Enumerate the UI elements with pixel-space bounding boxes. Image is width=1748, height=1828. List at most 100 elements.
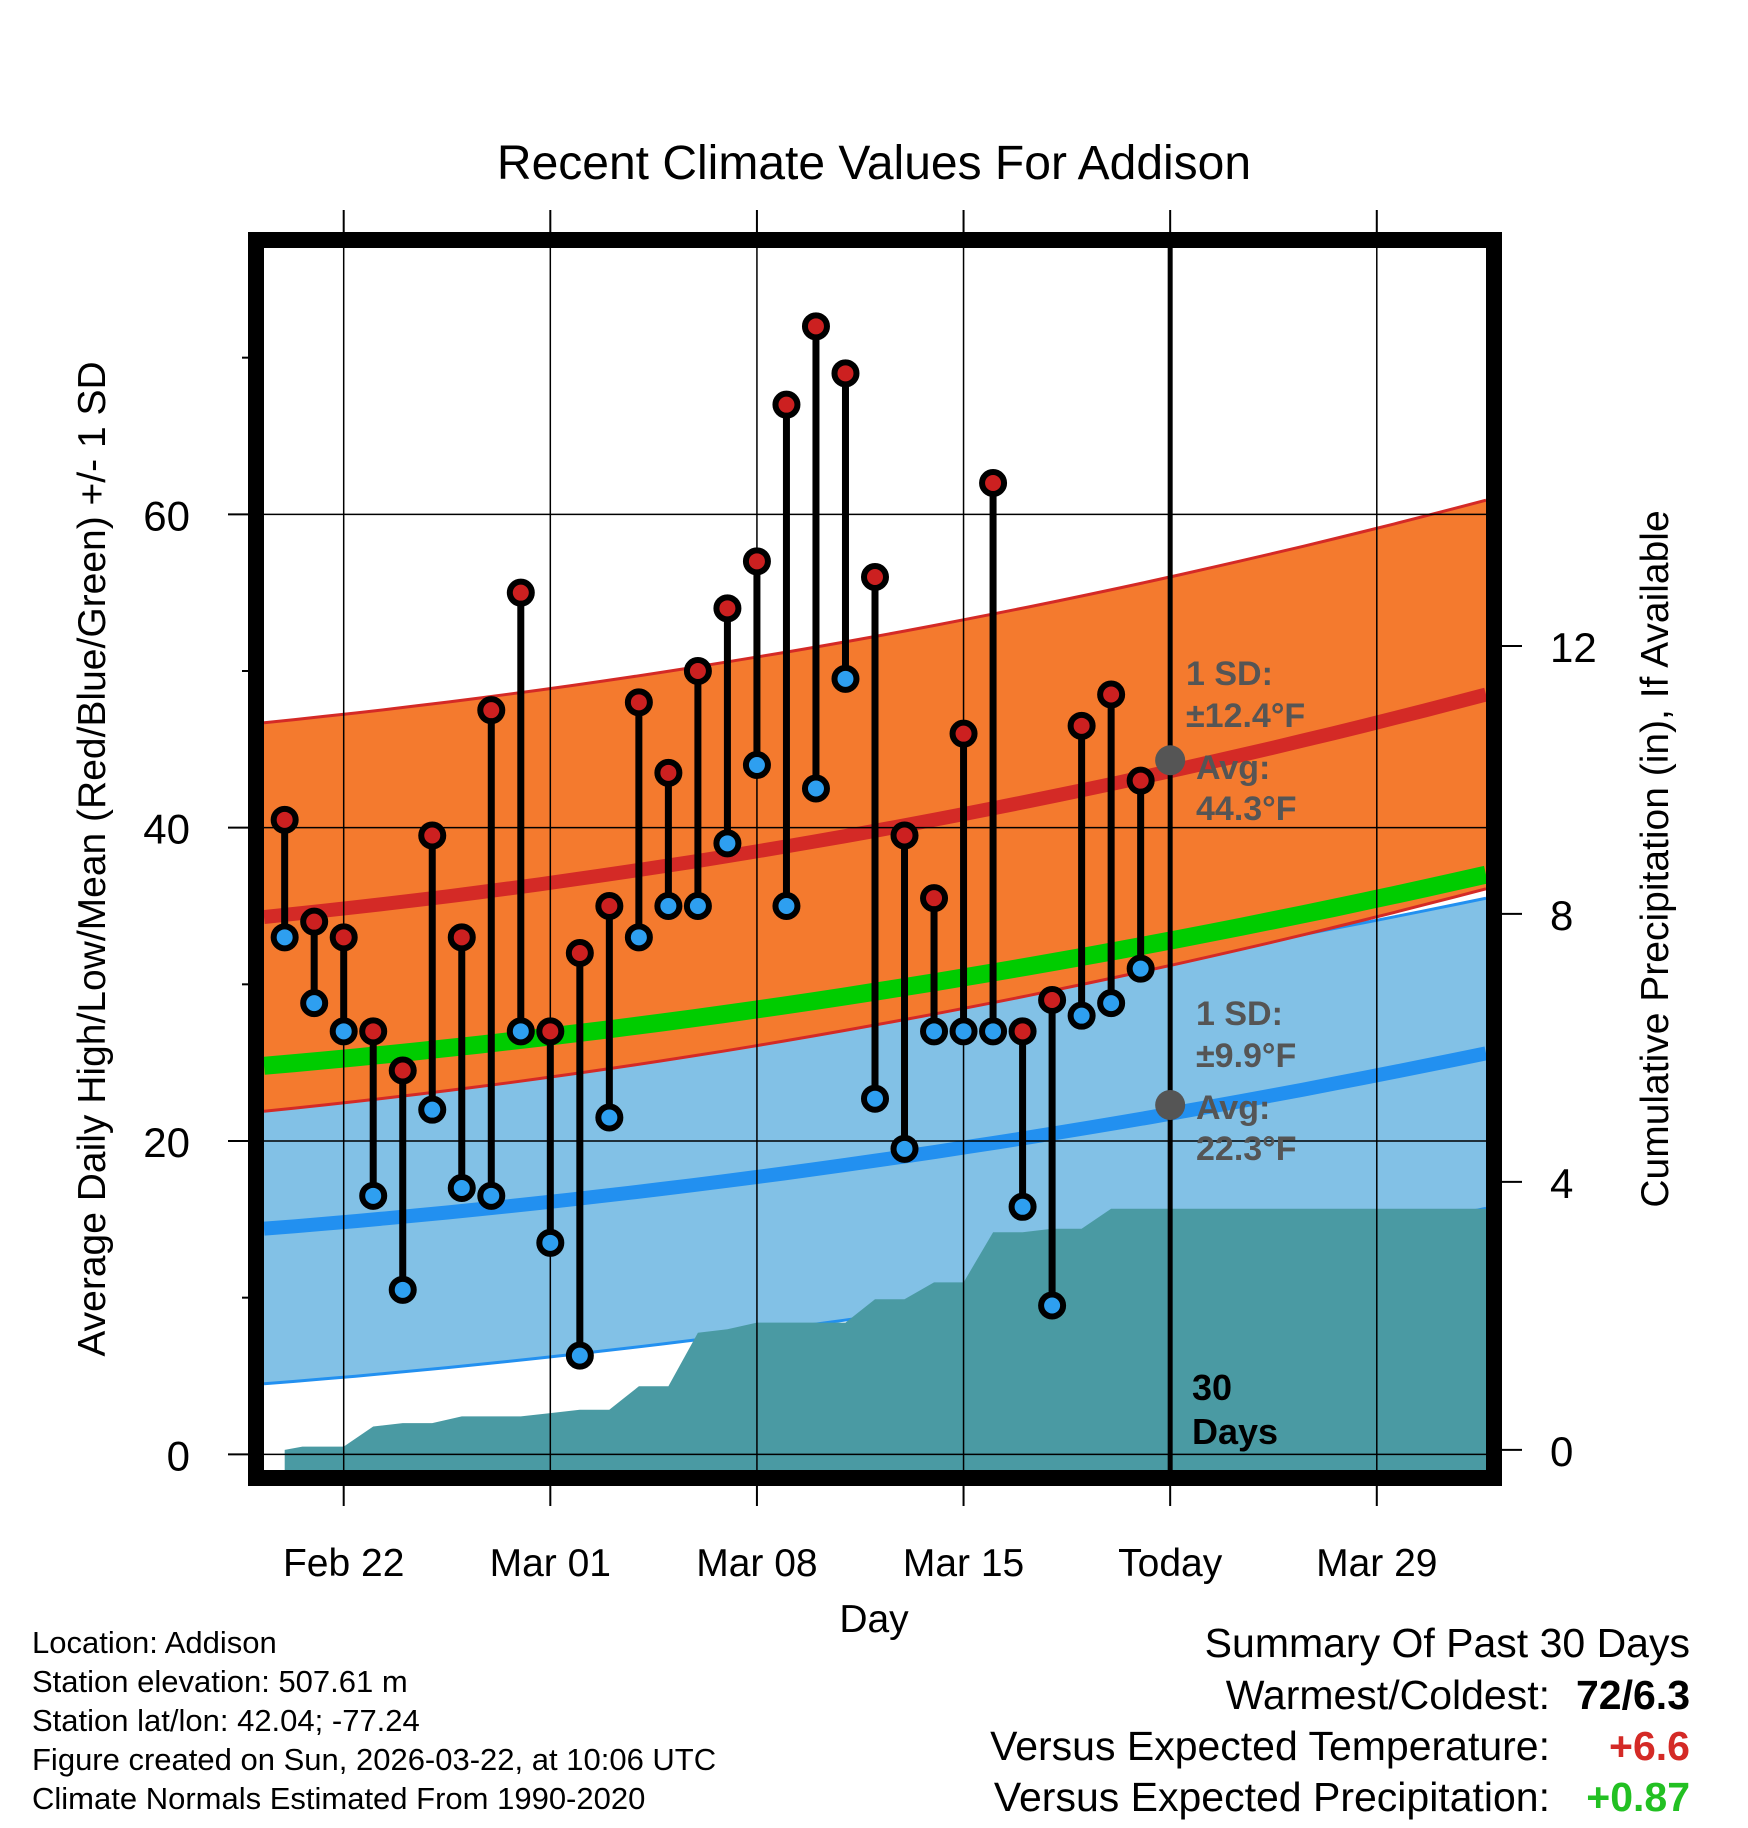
daily-high-point xyxy=(949,719,978,748)
daily-low-point xyxy=(654,892,683,920)
daily-high-point xyxy=(536,1017,565,1046)
low-avg-value: 22.3°F xyxy=(1196,1130,1297,1168)
plot-frame xyxy=(248,232,1502,1486)
daily-high-point xyxy=(1008,1017,1037,1046)
high-avg-label: Avg: xyxy=(1196,749,1270,787)
summary-panel: Summary Of Past 30 Days Warmest/Coldest:… xyxy=(900,1620,1690,1825)
warmest-coldest-value: 72/6.3 xyxy=(1576,1672,1690,1718)
daily-high-point xyxy=(772,390,801,419)
daily-high-point xyxy=(654,758,683,787)
daily-high-point xyxy=(890,821,919,850)
x-tick-label: Today xyxy=(1118,1542,1223,1585)
daily-low-point xyxy=(270,923,299,952)
daily-high-point xyxy=(831,359,860,388)
temp-vs-expected-value: +6.6 xyxy=(1609,1723,1690,1769)
low-avg-label: Avg: xyxy=(1196,1089,1270,1127)
daily-high-point xyxy=(300,907,329,936)
summary-title: Summary Of Past 30 Days xyxy=(1204,1620,1690,1666)
y-right-axis-label: Cumulative Precipitation (in), If Availa… xyxy=(1634,510,1677,1207)
high-sd-value: ±12.4°F xyxy=(1186,697,1305,735)
daily-low-point xyxy=(742,751,771,779)
daily-low-point xyxy=(1008,1192,1037,1221)
daily-high-point xyxy=(801,312,830,341)
y-right-tick-label: 4 xyxy=(1550,1160,1573,1207)
x-tick-label: Mar 15 xyxy=(903,1542,1024,1585)
daily-low-point xyxy=(831,664,860,693)
x-axis-label: Day xyxy=(839,1598,909,1641)
daily-low-point xyxy=(861,1084,889,1113)
daily-high-point xyxy=(1097,680,1126,709)
daily-low-point xyxy=(1097,989,1126,1018)
daily-high-point xyxy=(506,578,535,607)
daily-low-point xyxy=(683,892,712,920)
x-tick-label: Feb 22 xyxy=(283,1542,404,1585)
location-text: Location: Addison xyxy=(32,1625,277,1660)
daily-low-point xyxy=(1067,1001,1096,1030)
daily-low-point xyxy=(801,774,830,803)
daily-low-point xyxy=(920,1017,949,1046)
station-metadata: Location: Addison Station elevation: 507… xyxy=(32,1623,716,1818)
daily-high-point xyxy=(683,657,712,685)
normals-text: Climate Normals Estimated From 1990-2020 xyxy=(32,1781,646,1816)
created-text: Figure created on Sun, 2026-03-22, at 10… xyxy=(32,1742,717,1777)
daily-low-point xyxy=(624,923,653,952)
daily-high-point xyxy=(447,923,476,952)
elevation-text: Station elevation: 507.61 m xyxy=(32,1664,408,1699)
high-sd-label: 1 SD: xyxy=(1186,655,1273,693)
daily-high-point xyxy=(329,923,358,952)
x-tick-label: Mar 08 xyxy=(696,1542,817,1585)
daily-high-point xyxy=(477,696,506,725)
daily-low-point xyxy=(300,989,329,1018)
normal-low-line xyxy=(264,1046,1486,1236)
low-sd-label: 1 SD: xyxy=(1196,995,1283,1033)
daily-high-point xyxy=(713,594,742,623)
x-tick-label: Mar 01 xyxy=(490,1542,611,1585)
daily-high-point xyxy=(979,469,1008,497)
daily-low-point xyxy=(388,1275,417,1304)
daily-high-point xyxy=(1038,986,1067,1014)
daily-low-point xyxy=(565,1341,594,1370)
y-left-tick-label: 20 xyxy=(143,1119,190,1166)
y-right-tick-label: 12 xyxy=(1550,624,1597,671)
x-tick-label: Mar 29 xyxy=(1316,1542,1437,1585)
daily-low-point xyxy=(477,1181,506,1210)
y-left-axis-label: Average Daily High/Low/Mean (Red/Blue/Gr… xyxy=(71,361,114,1356)
daily-high-point xyxy=(624,688,653,717)
daily-low-point xyxy=(949,1017,978,1046)
warmest-coldest-label: Warmest/Coldest: xyxy=(1225,1672,1550,1718)
daily-low-point xyxy=(713,829,742,858)
cumulative-precip-area xyxy=(284,1208,1486,1470)
daily-low-point xyxy=(772,892,801,920)
precip-vs-expected-label: Versus Expected Precipitation: xyxy=(993,1774,1550,1820)
daily-high-point xyxy=(742,547,771,576)
daily-high-point xyxy=(1126,766,1155,795)
today-low-avg-marker xyxy=(1155,1089,1186,1120)
daily-low-point xyxy=(1038,1291,1067,1320)
temp-vs-expected-label: Versus Expected Temperature: xyxy=(990,1723,1550,1769)
days-unit-label: Days xyxy=(1192,1411,1278,1452)
high-avg-value: 44.3°F xyxy=(1196,790,1297,828)
daily-high-point xyxy=(270,805,299,834)
daily-low-point xyxy=(890,1134,919,1163)
daily-low-point xyxy=(329,1017,358,1046)
y-right-tick-label: 8 xyxy=(1550,892,1573,939)
daily-low-point xyxy=(595,1103,624,1132)
daily-low-point xyxy=(1126,954,1155,983)
chart-title: Recent Climate Values For Addison xyxy=(496,137,1252,190)
y-left-tick-label: 0 xyxy=(167,1432,190,1479)
today-high-avg-marker xyxy=(1155,745,1186,776)
daily-high-point xyxy=(565,939,594,967)
daily-high-point xyxy=(861,563,889,591)
daily-low-point xyxy=(979,1017,1008,1046)
daily-low-point xyxy=(359,1181,388,1210)
daily-low-point xyxy=(506,1017,535,1046)
daily-high-point xyxy=(418,821,447,850)
daily-high-point xyxy=(359,1017,388,1046)
daily-high-point xyxy=(1067,711,1096,740)
days-count-label: 30 xyxy=(1192,1367,1232,1408)
daily-low-point xyxy=(418,1095,447,1124)
y-left-tick-label: 60 xyxy=(143,492,190,539)
daily-high-point xyxy=(388,1056,417,1085)
daily-low-point xyxy=(447,1174,476,1202)
